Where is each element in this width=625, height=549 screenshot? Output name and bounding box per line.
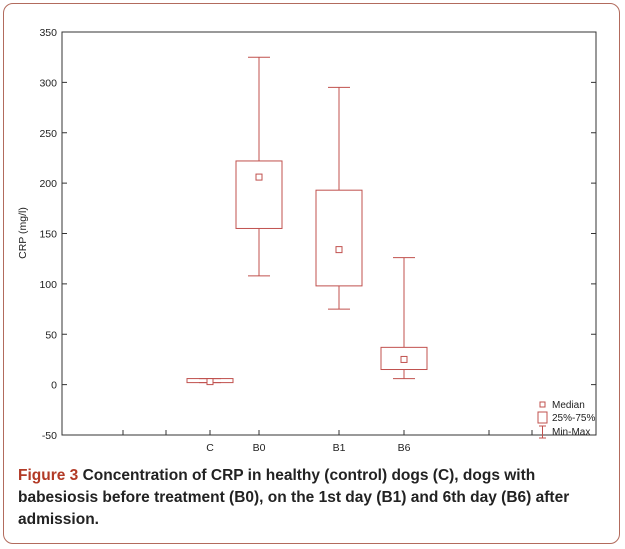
y-tick-label: 250 <box>39 128 57 140</box>
y-tick-label: -50 <box>42 430 57 442</box>
caption-text: Concentration of CRP in healthy (control… <box>18 467 570 528</box>
y-tick-label: 350 <box>39 27 57 39</box>
x-axis: C B0 B1 B6 <box>122 430 533 454</box>
plot-area <box>61 31 597 436</box>
y-tick-label: 200 <box>39 178 57 190</box>
box-group <box>315 86 363 310</box>
y-tick-label: 50 <box>45 329 57 341</box>
box-group <box>235 56 283 277</box>
median-marker <box>335 246 343 254</box>
x-tick-label: C <box>206 442 214 454</box>
legend-iqr-label: 25%-75% <box>552 413 595 424</box>
y-axis-label: CRP (mg/l) <box>17 207 29 259</box>
median-marker <box>206 378 214 386</box>
x-tick-label: B0 <box>253 442 266 454</box>
y-tick-label: 150 <box>39 229 57 241</box>
y-tick-label: 0 <box>51 380 57 392</box>
legend: Median 25%-75% Min-Max <box>537 400 595 439</box>
caption-label: Figure 3 <box>18 467 79 484</box>
median-marker <box>255 173 263 181</box>
boxes <box>186 56 428 386</box>
legend-iqr-icon <box>537 411 548 424</box>
y-tick-label: 100 <box>39 279 57 291</box>
y-tick-label: 300 <box>39 77 57 89</box>
box-plot-chart: -50 0 50 100 150 200 250 300 350 C B0 B1 B6 CRP (mg… <box>17 27 597 454</box>
iqr-box <box>315 189 363 287</box>
legend-range-label: Min-Max <box>552 427 590 438</box>
y-axis: -50 0 50 100 150 200 250 300 350 <box>39 27 596 442</box>
legend-median-label: Median <box>552 400 585 411</box>
x-tick-label: B6 <box>398 442 411 454</box>
legend-median-icon <box>539 401 546 408</box>
median-marker <box>400 355 408 363</box>
figure-caption: Figure 3 Concentration of CRP in healthy… <box>18 465 608 531</box>
box-group <box>186 378 234 386</box>
box-group <box>380 257 428 380</box>
x-tick-label: B1 <box>333 442 346 454</box>
iqr-box <box>235 160 283 229</box>
figure-frame <box>3 3 620 544</box>
iqr-box <box>380 346 428 371</box>
